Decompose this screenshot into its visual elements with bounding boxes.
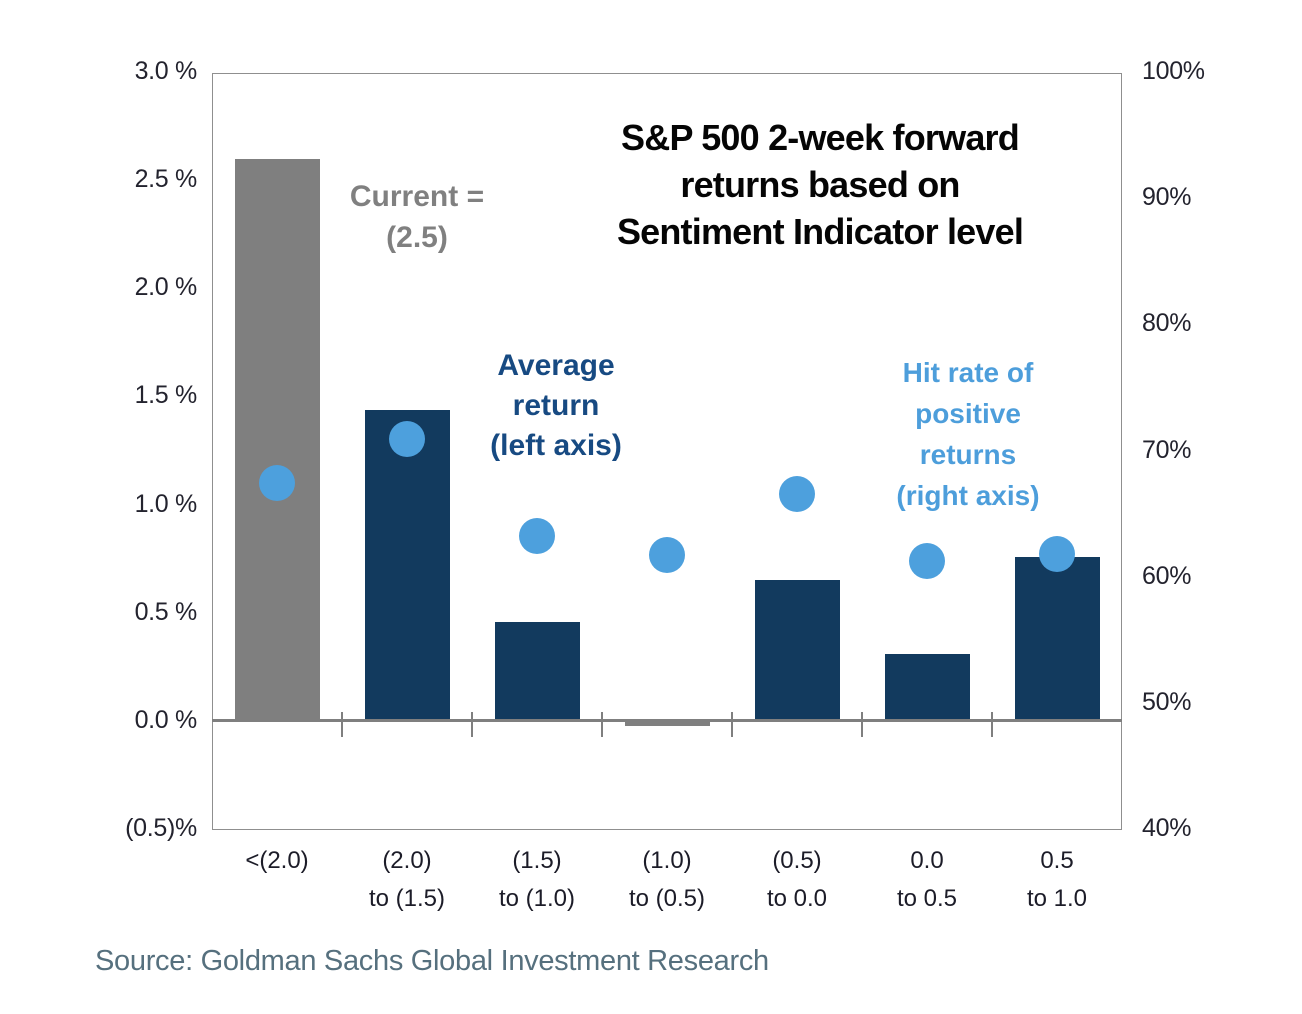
y-axis-left-label: 1.5 % bbox=[134, 381, 198, 410]
hit-rate-dot bbox=[1039, 535, 1075, 572]
annotation-hit-rate-line: (right axis) bbox=[896, 480, 1040, 511]
chart-title-line: S&P 500 2-week forward bbox=[621, 117, 1020, 158]
y-axis-right-label: 40% bbox=[1142, 814, 1192, 842]
category-tick bbox=[601, 712, 603, 737]
y-axis-left-label: 0.5 % bbox=[134, 597, 198, 626]
category-tick bbox=[471, 712, 473, 737]
bar-average-return bbox=[754, 580, 840, 721]
annotation-current-line: Current = bbox=[349, 180, 485, 213]
x-axis-category-label: (1.5) to (1.0) bbox=[498, 847, 576, 912]
y-axis-right-label: 50% bbox=[1142, 687, 1192, 716]
hit-rate-dot bbox=[519, 518, 555, 555]
category-tick bbox=[991, 712, 993, 737]
annotation-hit-rate: Hit rate of positive returns (right axis… bbox=[838, 352, 1098, 516]
x-axis-category-label: <(2.0) bbox=[245, 847, 309, 874]
x-axis-category-label: (1.0) to (0.5) bbox=[628, 847, 706, 912]
y-axis-right-label: 100% bbox=[1142, 57, 1205, 85]
plot-area bbox=[212, 73, 1122, 830]
annotation-average-return-line: Average bbox=[497, 349, 615, 382]
category-tick bbox=[861, 712, 863, 737]
y-axis-right-label: 90% bbox=[1142, 183, 1192, 212]
bar-average-return bbox=[234, 159, 320, 721]
y-axis-right-label: 70% bbox=[1142, 435, 1192, 464]
hit-rate-dot bbox=[649, 536, 685, 573]
y-axis-left-label: 1.0 % bbox=[134, 489, 198, 518]
y-axis-left-label: 2.0 % bbox=[134, 273, 198, 302]
chart-title: S&P 500 2-week forward returns based on … bbox=[540, 114, 1100, 255]
bar-average-return bbox=[494, 622, 580, 721]
x-axis-baseline bbox=[212, 719, 1122, 722]
x-axis-category-label: (2.0) to (1.5) bbox=[368, 847, 446, 912]
annotation-hit-rate-line: Hit rate of bbox=[902, 357, 1034, 388]
annotation-average-return-line: (left axis) bbox=[490, 429, 622, 462]
category-tick bbox=[731, 712, 733, 737]
bar-average-return bbox=[1014, 557, 1100, 721]
hit-rate-dot bbox=[389, 420, 425, 457]
y-axis-right-label: 60% bbox=[1142, 561, 1192, 590]
annotation-average-return-line: return bbox=[512, 389, 600, 422]
y-axis-left-label: 3.0 % bbox=[134, 57, 198, 85]
hit-rate-dot bbox=[909, 543, 945, 580]
chart-title-line: returns based on bbox=[680, 164, 960, 205]
source-note: Source: Goldman Sachs Global Investment … bbox=[95, 945, 769, 977]
annotation-current-line: (2.5) bbox=[386, 221, 448, 254]
category-tick bbox=[341, 712, 343, 737]
y-axis-left-label: 0.0 % bbox=[134, 705, 198, 734]
x-axis-category-label: 0.0 to 0.5 bbox=[896, 847, 958, 912]
y-axis-left-label: 2.5 % bbox=[134, 165, 198, 194]
y-axis-right-label: 80% bbox=[1142, 309, 1192, 338]
chart-title-line: Sentiment Indicator level bbox=[616, 211, 1024, 252]
annotation-hit-rate-line: positive bbox=[915, 398, 1021, 429]
bar-average-return bbox=[884, 654, 970, 721]
annotation-hit-rate-line: returns bbox=[919, 439, 1017, 470]
x-axis-category-label: 0.5 to 1.0 bbox=[1026, 847, 1088, 912]
x-axis-category-label: (0.5) to 0.0 bbox=[766, 847, 828, 912]
bar-average-return-near-zero bbox=[624, 722, 710, 726]
annotation-current: Current = (2.5) bbox=[317, 176, 517, 258]
bar-average-return bbox=[364, 410, 450, 721]
hit-rate-dot bbox=[779, 476, 815, 513]
y-axis-left-label: (0.5)% bbox=[125, 814, 197, 842]
annotation-average-return: Average return (left axis) bbox=[436, 346, 676, 466]
hit-rate-dot bbox=[259, 465, 295, 502]
